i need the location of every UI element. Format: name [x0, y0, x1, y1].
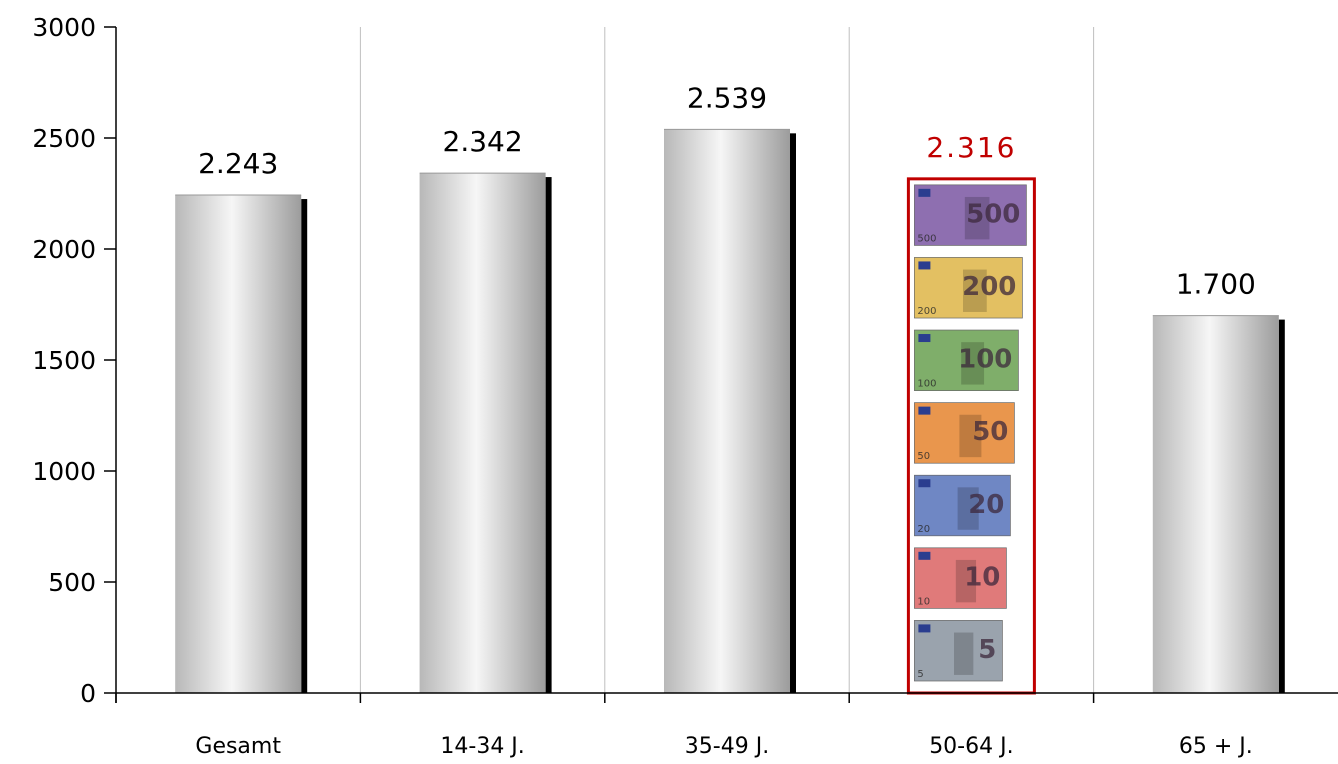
bar-body [664, 129, 790, 694]
banknote-10: 10 10 [914, 547, 1007, 609]
banknote-denomination: 10 [964, 562, 1000, 592]
data-label: 2.243 [198, 147, 278, 180]
eu-flag-icon [918, 624, 931, 633]
banknote-body [914, 257, 1023, 319]
y-tick-label: 3000 [32, 13, 96, 42]
category-label: 14-34 J. [440, 734, 524, 759]
banknote-denomination: 5 [978, 635, 996, 665]
banknote-500: 500 500 [914, 184, 1027, 246]
eu-flag-icon [918, 551, 931, 560]
banknote-small-denomination: 20 [917, 524, 930, 535]
banknote-small-denomination: 10 [917, 596, 930, 607]
bar [419, 172, 552, 694]
banknote-50: 50 50 [914, 402, 1015, 464]
banknote-small-denomination: 500 [917, 233, 936, 244]
bar [175, 194, 308, 693]
banknote-100: 100 100 [914, 329, 1019, 391]
category-label: Gesamt [195, 734, 281, 759]
eu-flag-icon [918, 334, 931, 343]
data-label: 2.539 [687, 81, 767, 114]
bar [664, 128, 796, 694]
banknote-architecture-icon [957, 487, 979, 530]
banknote-architecture-icon [961, 342, 985, 385]
eu-flag-icon [918, 406, 931, 415]
banknote-denomination: 20 [968, 490, 1004, 520]
bar-shadow [1278, 319, 1285, 693]
data-label: 2.316 [926, 131, 1016, 164]
bar-body [1152, 315, 1279, 693]
y-tick-label: 2500 [32, 124, 96, 153]
banknote-architecture-icon [963, 269, 987, 312]
y-tick-label: 2000 [32, 235, 96, 264]
banknote-denomination: 100 [958, 345, 1012, 375]
category-label: 35-49 J. [685, 734, 769, 759]
banknote-architecture-icon [959, 414, 982, 458]
category-label: 50-64 J. [929, 734, 1013, 759]
banknote-body [914, 329, 1019, 391]
banknote-small-denomination: 50 [917, 451, 930, 462]
banknote-architecture-icon [954, 632, 974, 675]
banknote-denomination: 500 [966, 199, 1020, 229]
bar-body [419, 173, 546, 694]
y-tick-label: 0 [80, 679, 96, 708]
bar-shadow [545, 177, 552, 694]
bar-shadow [790, 133, 796, 694]
banknote-small-denomination: 5 [917, 669, 923, 680]
data-label: 1.700 [1176, 268, 1256, 301]
banknote-architecture-icon [964, 196, 990, 240]
eu-flag-icon [918, 479, 931, 488]
eu-flag-icon [918, 188, 931, 197]
banknote-small-denomination: 100 [917, 379, 936, 390]
banknote-denomination: 200 [962, 272, 1016, 302]
banknote-5: 55 [914, 620, 1003, 682]
banknote-small-denomination: 200 [917, 306, 936, 317]
banknote-architecture-icon [955, 559, 977, 603]
category-label: 65 + J. [1179, 734, 1253, 759]
data-label: 2.342 [443, 125, 523, 158]
banknote-body [914, 402, 1015, 464]
y-tick-label: 500 [48, 568, 96, 597]
y-tick-label: 1000 [32, 457, 96, 486]
bar-body [175, 195, 302, 693]
banknote-body [914, 184, 1027, 246]
y-tick-label: 1500 [32, 346, 96, 375]
bar-shadow [301, 199, 308, 693]
bar [1152, 315, 1285, 693]
eu-flag-icon [918, 261, 931, 270]
banknote-200: 200 200 [914, 257, 1023, 319]
banknote-denomination: 50 [972, 417, 1008, 447]
